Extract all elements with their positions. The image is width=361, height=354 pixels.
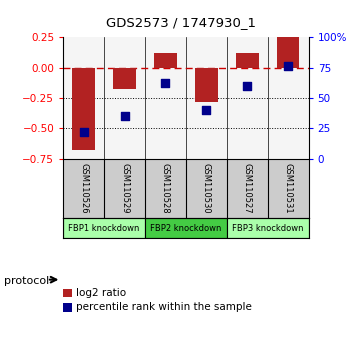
Bar [145, 218, 227, 239]
Text: GSM110527: GSM110527 [243, 163, 252, 214]
Point [285, 63, 291, 69]
Text: GSM110528: GSM110528 [161, 163, 170, 214]
Bar [227, 218, 309, 239]
Text: GSM110530: GSM110530 [202, 163, 211, 214]
Bar [236, 53, 258, 68]
Text: FBP3 knockdown: FBP3 knockdown [232, 224, 304, 233]
Point [204, 107, 209, 113]
Point [122, 113, 127, 119]
Point [244, 83, 250, 88]
Bar [113, 68, 136, 90]
Bar [72, 68, 95, 150]
Text: GSM110531: GSM110531 [284, 163, 293, 214]
Text: FBP1 knockdown: FBP1 knockdown [68, 224, 140, 233]
Point [162, 81, 168, 86]
Point [81, 129, 87, 135]
Bar [277, 37, 299, 68]
Text: protocol: protocol [4, 276, 49, 286]
Bar [154, 53, 177, 68]
Text: GSM110529: GSM110529 [120, 163, 129, 214]
Bar [63, 218, 145, 239]
Text: log2 ratio: log2 ratio [76, 288, 126, 298]
Text: GDS2573 / 1747930_1: GDS2573 / 1747930_1 [105, 17, 256, 29]
Text: GSM110526: GSM110526 [79, 163, 88, 214]
Text: percentile rank within the sample: percentile rank within the sample [76, 302, 252, 312]
Text: FBP2 knockdown: FBP2 knockdown [150, 224, 222, 233]
Bar [195, 68, 218, 102]
